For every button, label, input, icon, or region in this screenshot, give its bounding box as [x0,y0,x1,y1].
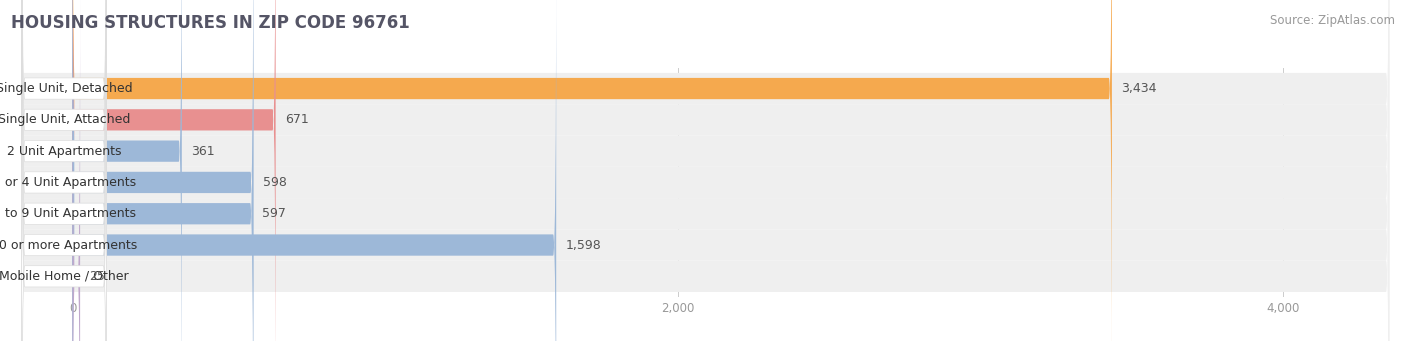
Text: Single Unit, Attached: Single Unit, Attached [0,113,131,126]
FancyBboxPatch shape [21,0,1389,341]
Text: HOUSING STRUCTURES IN ZIP CODE 96761: HOUSING STRUCTURES IN ZIP CODE 96761 [11,14,411,32]
FancyBboxPatch shape [21,0,107,341]
Text: 671: 671 [284,113,308,126]
Text: 598: 598 [263,176,287,189]
Text: 1,598: 1,598 [565,239,600,252]
FancyBboxPatch shape [21,0,107,341]
FancyBboxPatch shape [21,0,1389,341]
FancyBboxPatch shape [73,0,1112,341]
Text: 597: 597 [263,207,287,220]
FancyBboxPatch shape [21,0,1389,341]
Text: 3,434: 3,434 [1121,82,1157,95]
FancyBboxPatch shape [21,0,1389,341]
FancyBboxPatch shape [21,0,107,341]
FancyBboxPatch shape [73,0,276,341]
FancyBboxPatch shape [73,0,80,341]
Text: 3 or 4 Unit Apartments: 3 or 4 Unit Apartments [0,176,135,189]
Text: Mobile Home / Other: Mobile Home / Other [0,270,129,283]
Text: 10 or more Apartments: 10 or more Apartments [0,239,138,252]
FancyBboxPatch shape [21,0,107,341]
FancyBboxPatch shape [21,0,107,341]
Text: Source: ZipAtlas.com: Source: ZipAtlas.com [1270,14,1395,27]
Text: 361: 361 [191,145,215,158]
Text: 2 Unit Apartments: 2 Unit Apartments [7,145,121,158]
Text: Single Unit, Detached: Single Unit, Detached [0,82,132,95]
FancyBboxPatch shape [21,0,1389,341]
Text: 25: 25 [89,270,105,283]
FancyBboxPatch shape [21,0,107,341]
Text: 5 to 9 Unit Apartments: 5 to 9 Unit Apartments [0,207,135,220]
FancyBboxPatch shape [73,0,253,341]
FancyBboxPatch shape [21,0,1389,341]
FancyBboxPatch shape [73,0,253,341]
FancyBboxPatch shape [21,0,107,341]
FancyBboxPatch shape [21,0,1389,341]
FancyBboxPatch shape [73,0,181,341]
FancyBboxPatch shape [73,0,557,341]
